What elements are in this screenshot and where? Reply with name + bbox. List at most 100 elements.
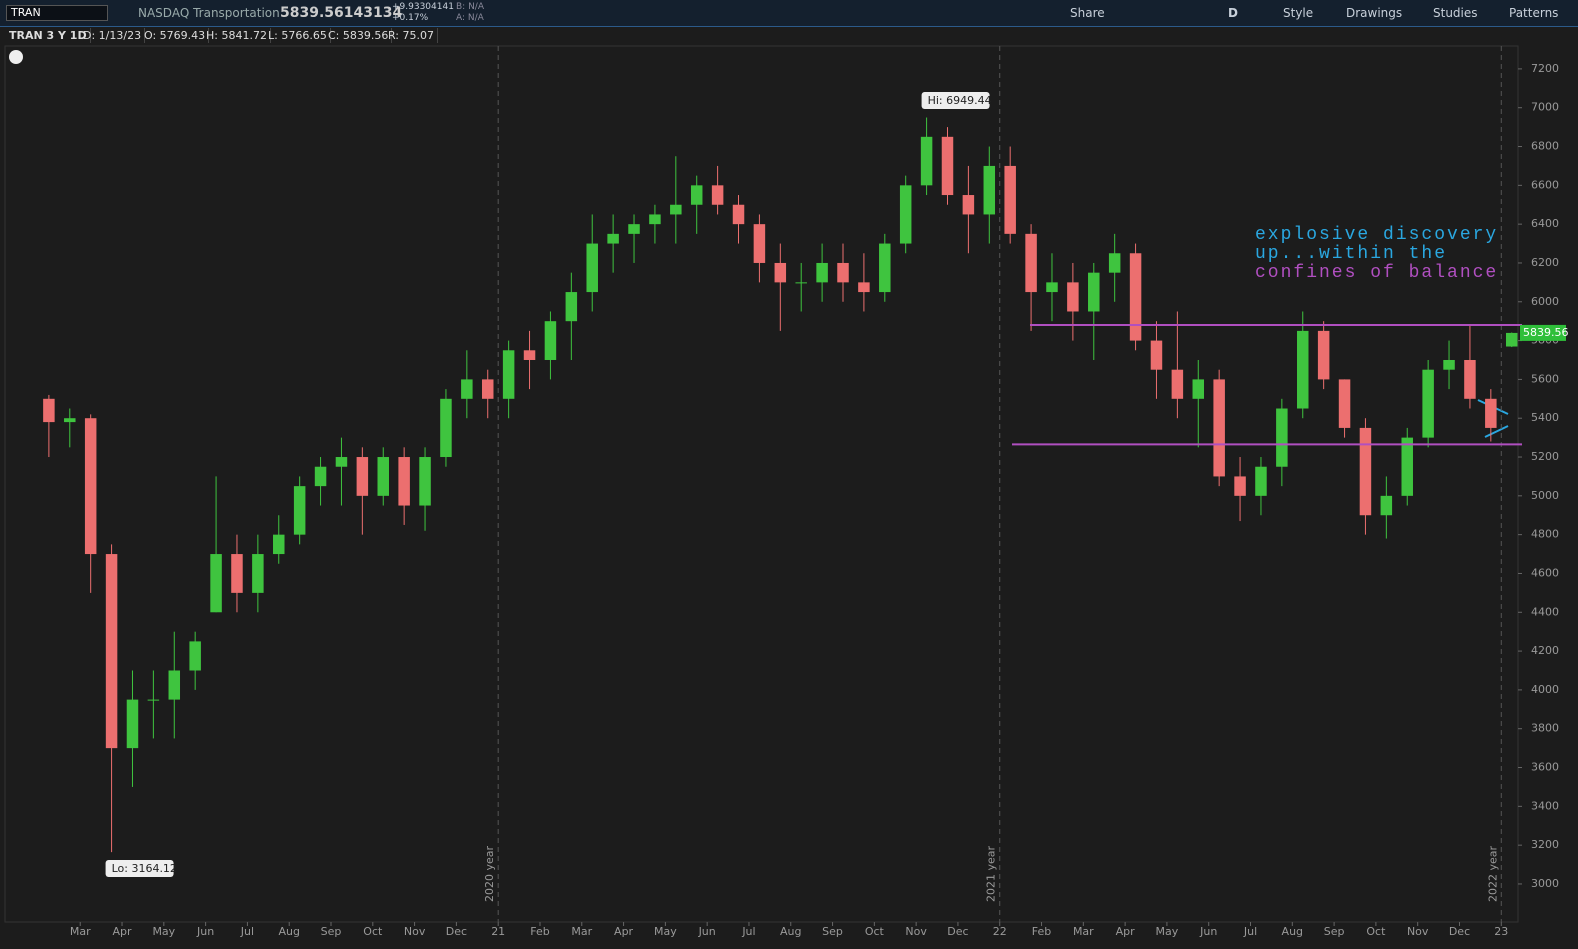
x-tick-label: Aug (1282, 925, 1303, 938)
candle-body (1464, 359, 1476, 399)
x-tick-label: Nov (404, 925, 426, 938)
x-tick-label: 21 (491, 925, 505, 938)
candle-body (628, 224, 640, 234)
candle-body (231, 554, 243, 593)
x-tick-label: Oct (865, 925, 885, 938)
x-tick-label: Sep (1324, 925, 1345, 938)
x-tick-label: Jul (1243, 925, 1257, 938)
x-tick-label: Aug (278, 925, 299, 938)
annotation: explosive discovery (1255, 225, 1499, 245)
last-price: 5839.56143134 (280, 5, 403, 21)
candle-body (398, 457, 410, 506)
info: R: 75.07 (385, 28, 438, 43)
x-tick-label: Feb (530, 925, 549, 938)
candle-body (774, 262, 787, 283)
y-tick-label: 5000 (1531, 489, 1559, 502)
x-tick-label: Dec (947, 925, 968, 938)
info: D: 1/13/23 (80, 28, 146, 43)
candle-body (544, 321, 557, 360)
y-tick-label: 6400 (1531, 217, 1559, 230)
candle-body (273, 534, 285, 555)
candle-body (126, 699, 139, 749)
candle-body (1422, 369, 1434, 438)
candle-body (147, 699, 160, 701)
candle-body (1380, 495, 1393, 516)
x-tick-label: Jul (741, 925, 755, 938)
x-tick-label: Mar (571, 925, 592, 938)
candle-body (920, 136, 933, 186)
candle-body (1485, 398, 1497, 428)
button[interactable]: Share (1070, 6, 1105, 20)
candle-body (1297, 330, 1309, 409)
x-tick-label: 23 (1494, 925, 1508, 938)
candle-body (1359, 427, 1372, 516)
candle-body (1276, 408, 1288, 467)
x-tick-label: Jul (240, 925, 254, 938)
x-tick-label: Jun (1199, 925, 1217, 938)
button[interactable]: Studies (1433, 6, 1478, 20)
hi-label: Hi: 6949.44 (928, 94, 992, 107)
y-tick-label: 4800 (1531, 528, 1559, 541)
x-tick-label: Apr (113, 925, 133, 938)
x-tick-label: Apr (1116, 925, 1136, 938)
candle-body (523, 350, 536, 360)
button[interactable]: Style (1283, 6, 1314, 20)
x-tick-label: Jun (698, 925, 716, 938)
candle-body (1088, 272, 1100, 312)
x-tick-label: May (654, 925, 677, 938)
candle-body (440, 398, 452, 458)
year-label: 2020 year (483, 845, 496, 902)
candle-body (1443, 359, 1455, 370)
x-tick-label: Nov (905, 925, 927, 938)
ask: A: N/A (456, 13, 484, 23)
change-pct: +0.17% (392, 13, 429, 23)
candle-body (168, 670, 181, 700)
candle-body (690, 185, 703, 205)
symbol-box[interactable]: TRAN (6, 5, 108, 21)
candle-body (1171, 369, 1184, 399)
change: +9.93304141 (392, 2, 454, 12)
candle-body (356, 457, 369, 496)
candle-body (899, 185, 912, 244)
x-tick-label: Mar (70, 925, 91, 938)
x-tick-label: Jun (196, 925, 214, 938)
candle-body (293, 486, 306, 535)
x-tick-label: 22 (993, 925, 1007, 938)
y-tick-label: 3800 (1531, 722, 1559, 735)
button[interactable]: Patterns (1509, 6, 1559, 20)
candle-body (84, 418, 97, 555)
x-tick-label: Apr (614, 925, 634, 938)
info-bar: TRAN 3 Y 1D D: 1/13/23 O: 5769.43 H: 584… (0, 27, 1578, 45)
candle-body (732, 204, 745, 225)
toolbar: TRAN NASDAQ Transportation 5839.56143134… (0, 0, 1578, 27)
candle-body (795, 282, 807, 284)
year-label: 2022 year (1486, 845, 1499, 902)
candle-body (837, 262, 849, 283)
x-tick-label: Feb (1032, 925, 1051, 938)
button[interactable]: Drawings (1346, 6, 1403, 20)
x-tick-label: May (1156, 925, 1179, 938)
candle-body (879, 243, 891, 293)
candle-body (858, 282, 870, 293)
candle-body (1255, 466, 1267, 496)
candle-body (711, 185, 724, 205)
y-tick-label: 6200 (1531, 256, 1559, 269)
candle-body (1046, 282, 1058, 293)
candle-body (962, 195, 975, 215)
button[interactable]: D (1228, 6, 1238, 20)
candle-body (43, 398, 55, 423)
candle-body (1129, 253, 1142, 341)
y-tick-label: 4200 (1531, 644, 1559, 657)
y-tick-label: 6600 (1531, 178, 1559, 191)
alert-icon[interactable] (9, 50, 23, 64)
candle-body (565, 292, 578, 322)
y-tick-label: 5600 (1531, 372, 1559, 385)
description: NASDAQ Transportation (138, 6, 280, 20)
plot-area (4, 45, 1519, 923)
x-tick-label: Oct (363, 925, 383, 938)
candle-body (64, 418, 76, 423)
candle-body (335, 457, 348, 467)
info: TRAN 3 Y 1D (6, 28, 91, 43)
